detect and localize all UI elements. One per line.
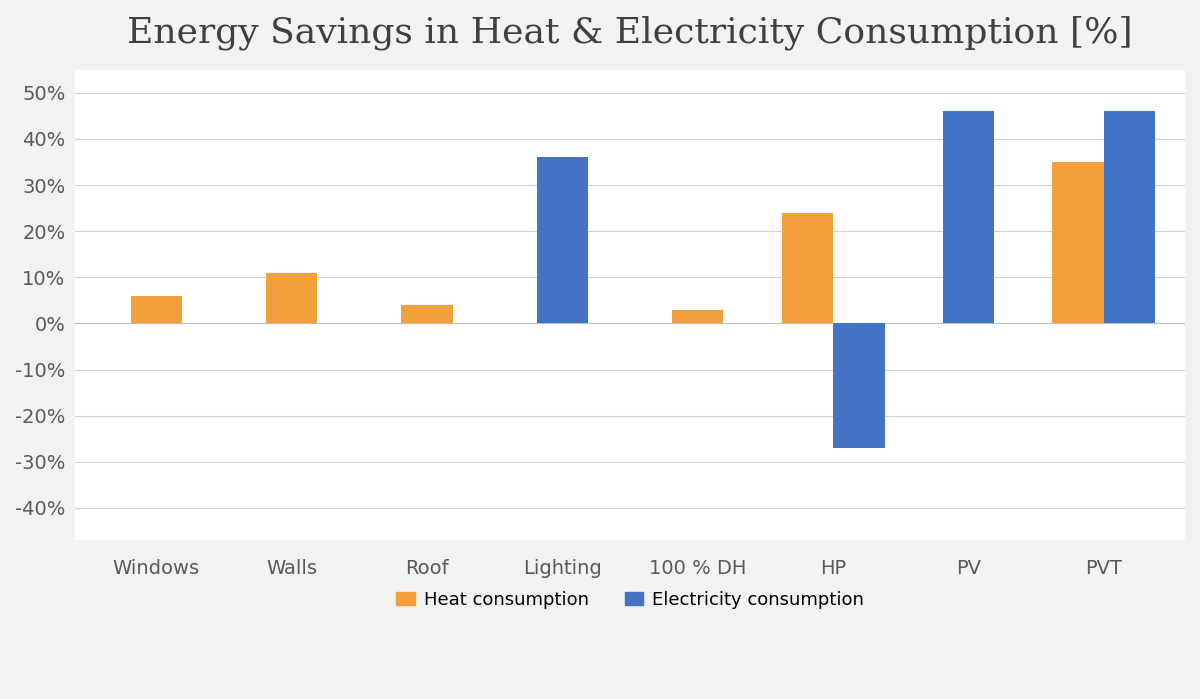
Bar <box>943 111 994 324</box>
Legend: Heat consumption, Electricity consumption: Heat consumption, Electricity consumptio… <box>389 584 871 616</box>
Title: Energy Savings in Heat & Electricity Consumption [%]: Energy Savings in Heat & Electricity Con… <box>127 15 1133 50</box>
Bar <box>672 310 724 324</box>
Bar <box>833 324 884 448</box>
Bar <box>1052 162 1104 324</box>
Bar <box>131 296 182 324</box>
Bar <box>401 305 452 324</box>
Bar <box>266 273 317 324</box>
Bar <box>536 157 588 324</box>
Bar <box>1104 111 1156 324</box>
Bar <box>781 212 833 324</box>
